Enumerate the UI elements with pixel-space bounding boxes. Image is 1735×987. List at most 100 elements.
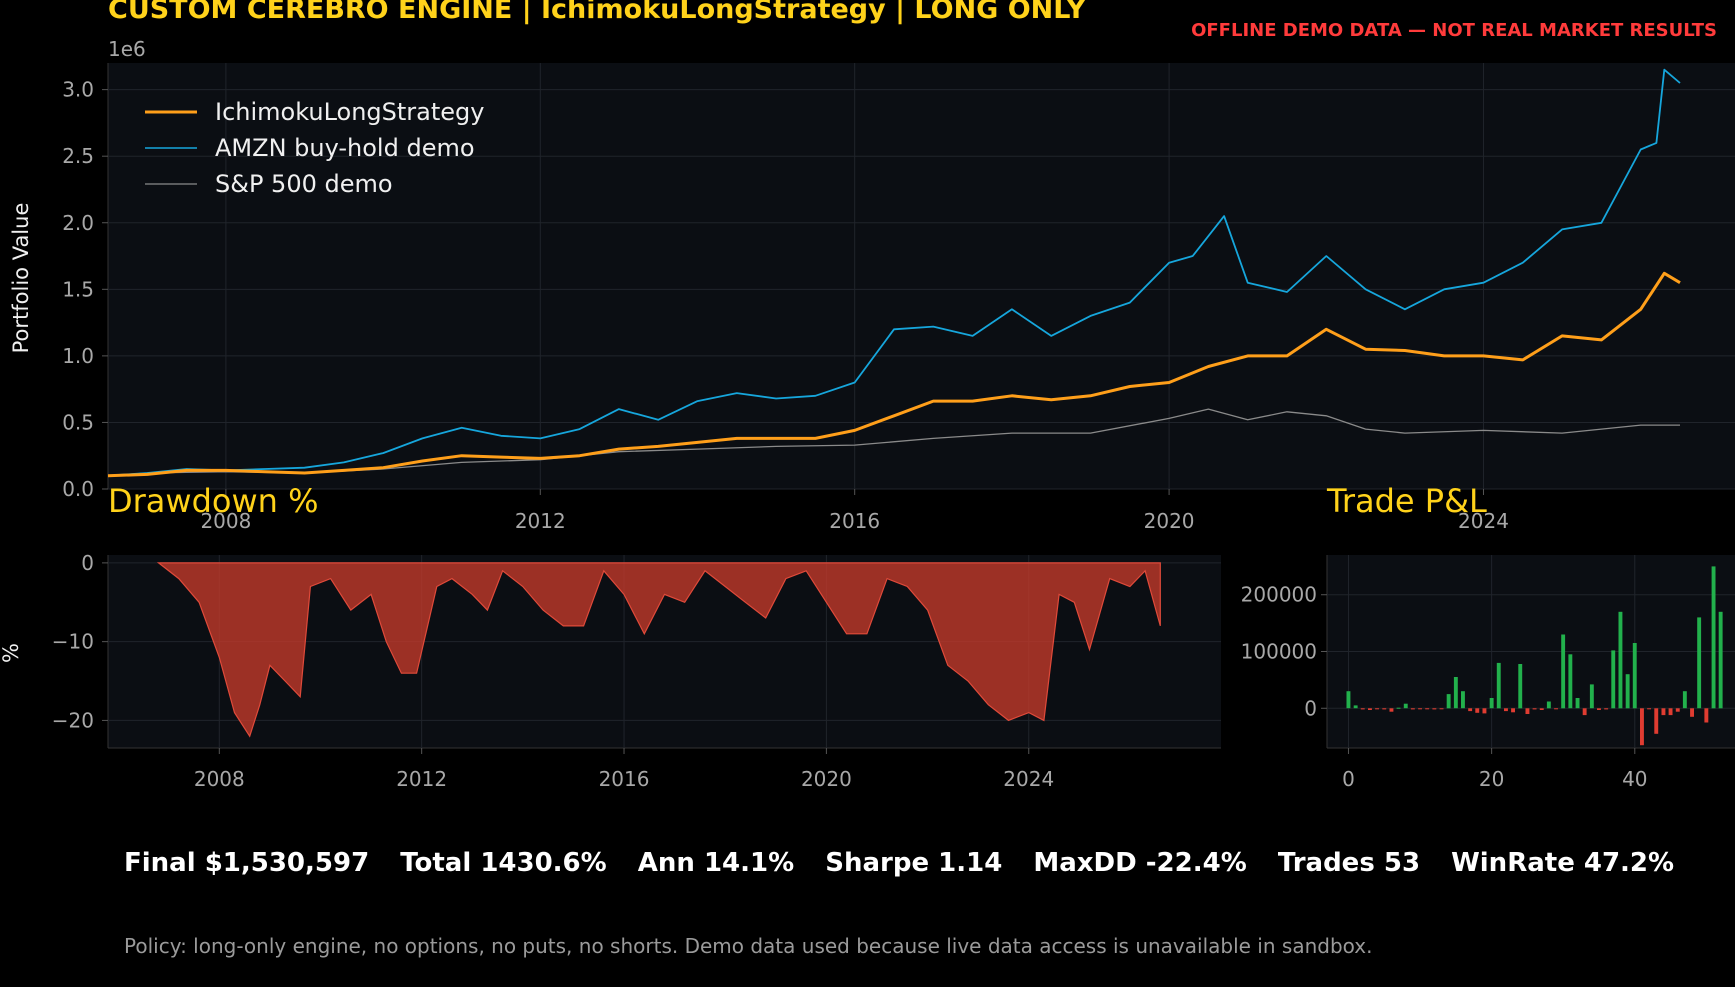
chart-title: CUSTOM CEREBRO ENGINE | IchimokuLongStra… — [108, 0, 1086, 25]
pnl-bar-loss — [1482, 708, 1487, 714]
pnl-bar-loss — [1475, 708, 1480, 713]
pnl-bar-loss — [1432, 708, 1437, 710]
pnl-bar-loss — [1504, 708, 1508, 712]
y-axis-label: Portfolio Value — [9, 203, 33, 354]
pnl-bar-win — [1618, 611, 1623, 709]
pnl-bar-loss — [1647, 708, 1651, 710]
pnl-bar-win — [1518, 664, 1523, 709]
legend: IchimokuLongStrategy AMZN buy-hold demo … — [145, 98, 485, 198]
pnl-bar-loss — [1654, 708, 1659, 734]
summary-stats: Final $1,530,597 Total 1430.6% Ann 14.1%… — [124, 848, 1696, 878]
pnl-bar-win — [1453, 677, 1458, 709]
y-tick-label: 0 — [81, 551, 94, 575]
legend-label-amzn: AMZN buy-hold demo — [215, 134, 475, 162]
pnl-bar-win — [1632, 643, 1637, 709]
pnl-bar-loss — [1439, 708, 1444, 710]
pnl-bar-win — [1446, 694, 1451, 709]
equity-chart: 2008 2012 2016 2020 2024 0.0 0.5 1.0 1.5 2.0 2.5 3.… — [9, 37, 1735, 533]
x-tick-label: 0 — [1342, 767, 1355, 791]
stat-maxdd: MaxDD -22.4% — [1033, 848, 1247, 878]
y-multiplier-label: 1e6 — [108, 37, 146, 61]
pnl-bar-win — [1546, 701, 1551, 709]
y-tick-label: 3.0 — [62, 78, 94, 102]
strategy-line — [107, 271, 1681, 478]
x-tick-label: 20 — [1479, 767, 1504, 791]
x-tick-label: 2016 — [829, 509, 880, 533]
pnl-bar-loss — [1375, 708, 1379, 710]
pnl-bar-loss — [1690, 708, 1694, 717]
stat-final: Final $1,530,597 — [124, 848, 370, 878]
pnl-bar-win — [1568, 654, 1573, 709]
pnl-bar-win — [1561, 634, 1566, 709]
pnl-bar-loss — [1425, 708, 1430, 710]
policy-note: Policy: long-only engine, no options, no… — [124, 934, 1373, 958]
y-tick-label: 1.0 — [62, 344, 94, 368]
legend-label-strategy: IchimokuLongStrategy — [215, 98, 485, 126]
y-tick-label: 0.0 — [62, 477, 94, 501]
stat-sharpe: Sharpe 1.14 — [825, 848, 1003, 878]
x-tick-label: 2024 — [1458, 509, 1509, 533]
y-tick-label: −10 — [52, 630, 94, 654]
pnl-bar-win — [1625, 674, 1630, 709]
pnl-bar-loss — [1539, 708, 1544, 710]
drawdown-chart: 2008 2012 2016 2020 2024 0 −10 −20 Drawdown % % — [0, 482, 1221, 791]
pnl-bar-win — [1575, 698, 1580, 709]
pnl-bar-loss — [1525, 708, 1530, 714]
y-tick-label: 100000 — [1241, 640, 1317, 664]
pnl-bar-win — [1396, 707, 1401, 709]
pnl-bar-win — [1461, 691, 1465, 709]
pnl-bar-loss — [1604, 708, 1609, 710]
pnl-title: Trade P&L — [1326, 482, 1487, 520]
y-tick-label: 2.0 — [62, 211, 94, 235]
x-tick-label: 2012 — [396, 767, 447, 791]
pnl-bar-loss — [1597, 708, 1601, 710]
demo-data-warning: OFFLINE DEMO DATA — NOT REAL MARKET RESU… — [1191, 20, 1717, 41]
pnl-bar-loss — [1668, 708, 1673, 716]
pnl-bar-loss — [1704, 708, 1709, 723]
trade-pnl-chart: 0 20 40 0 100000 200000 Trade P&L — [1241, 482, 1735, 791]
pnl-bar-loss — [1389, 708, 1394, 712]
pnl-bar-loss — [1418, 708, 1422, 710]
x-tick-label: 2020 — [1144, 509, 1195, 533]
y-tick-label: 200000 — [1241, 583, 1317, 607]
pnl-bar-loss — [1661, 708, 1666, 716]
stat-trades: Trades 53 — [1277, 848, 1421, 878]
drawdown-area — [156, 562, 1161, 738]
pnl-bar-win — [1589, 684, 1594, 709]
pnl-bar-loss — [1410, 708, 1415, 710]
pnl-bar-loss — [1382, 708, 1387, 710]
pnl-bar-loss — [1532, 708, 1537, 710]
drawdown-y-label: % — [0, 643, 23, 663]
x-tick-label: 2008 — [194, 767, 245, 791]
x-tick-label: 40 — [1622, 767, 1647, 791]
y-tick-label: 0 — [1304, 696, 1317, 720]
pnl-bar-win — [1496, 662, 1501, 709]
pnl-bar-win — [1611, 650, 1616, 709]
pnl-bar-loss — [1511, 708, 1515, 713]
pnl-bar-win — [1711, 566, 1716, 709]
x-tick-label: 2016 — [599, 767, 650, 791]
drawdown-title: Drawdown % — [108, 482, 319, 520]
stat-total: Total 1430.6% — [400, 848, 607, 878]
y-tick-label: 0.5 — [62, 410, 94, 434]
y-tick-label: −20 — [52, 708, 94, 732]
pnl-bar-loss — [1640, 708, 1644, 746]
stat-winrate: WinRate 47.2% — [1451, 848, 1675, 878]
y-tick-label: 2.5 — [62, 144, 94, 168]
stat-annual: Ann 14.1% — [637, 848, 795, 878]
pnl-bar-win — [1353, 705, 1358, 709]
x-tick-label: 2020 — [801, 767, 852, 791]
x-tick-label: 2012 — [515, 509, 566, 533]
pnl-bar-win — [1697, 617, 1702, 709]
legend-label-spx: S&P 500 demo — [215, 170, 393, 198]
equity-plot-area — [108, 63, 1735, 489]
pnl-bar-win — [1718, 611, 1723, 709]
pnl-bar-win — [1346, 691, 1351, 709]
x-tick-label: 2024 — [1003, 767, 1054, 791]
pnl-bar-loss — [1554, 708, 1558, 710]
pnl-bar-win — [1489, 698, 1494, 709]
pnl-bar-win — [1682, 691, 1687, 709]
pnl-bar-loss — [1468, 708, 1473, 712]
x-tick-label: 2008 — [200, 509, 251, 533]
